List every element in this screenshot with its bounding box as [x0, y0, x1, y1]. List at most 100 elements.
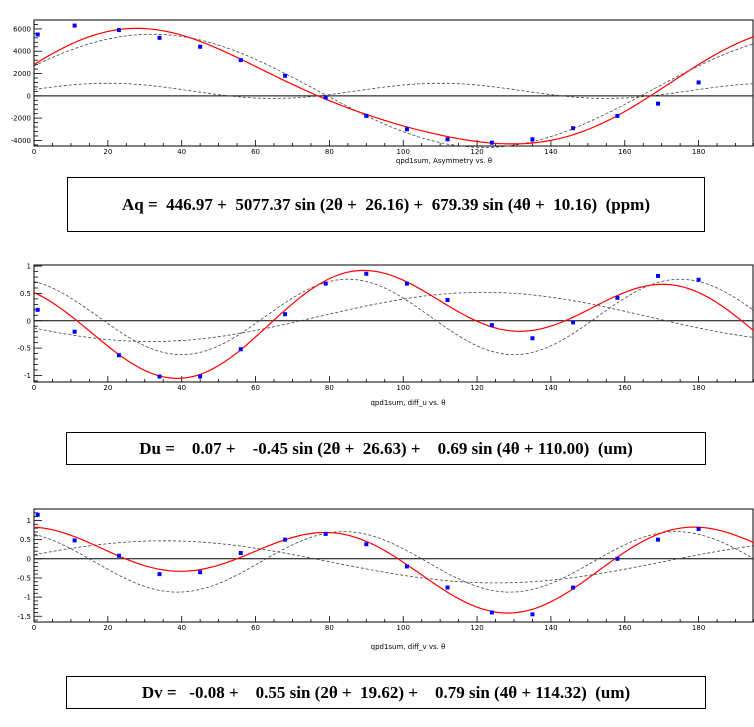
data-point [530, 612, 535, 617]
x-tick-label: 160 [618, 148, 631, 156]
plot-frame [33, 19, 754, 147]
x-axis-label-diff-u: qpd1sum, diff_u vs. θ [370, 399, 445, 407]
formula-dv: Dv = -0.08 + 0.55 sin (2θ + 19.62) + 0.7… [66, 676, 706, 709]
x-tick-label: 120 [470, 624, 483, 632]
x-tick-label: 100 [397, 148, 410, 156]
y-tick-label: 0 [27, 555, 31, 563]
x-tick-label: 20 [103, 148, 112, 156]
x-tick-label: 160 [618, 384, 631, 392]
x-tick-label: 120 [470, 148, 483, 156]
x-tick-label: 0 [32, 384, 36, 392]
x-tick-label: 180 [692, 148, 705, 156]
data-point [404, 281, 409, 286]
fit-component-4theta [33, 531, 754, 593]
y-tick-label: -2000 [11, 115, 31, 123]
y-tick-label: -0.5 [17, 574, 31, 582]
data-point [72, 538, 77, 543]
x-axis-label-diff-v: qpd1sum, diff_v vs. θ [371, 643, 446, 651]
formula-aq: Aq = 446.97 + 5077.37 sin (2θ + 26.16) +… [67, 177, 705, 232]
data-point [323, 95, 328, 100]
data-point [283, 73, 288, 78]
y-tick-label: 0.5 [20, 536, 31, 544]
x-tick-label: 60 [251, 624, 260, 632]
y-tick-label: -0.5 [17, 345, 31, 353]
data-point [323, 531, 328, 536]
data-point [364, 542, 369, 547]
fit-component-2theta [33, 291, 754, 342]
data-point [656, 537, 660, 542]
y-tick-label: 1 [27, 517, 31, 525]
data-point [364, 113, 369, 118]
asymmetry-plot: 0 20 40 60 80 100 120 140 160 180 -4000 -2000 0 2000 4… [11, 19, 754, 165]
x-axis-label-asymmetry: qpd1sum, Asymmetry vs. θ [396, 157, 492, 165]
data-point [656, 273, 660, 278]
data-point [530, 336, 535, 341]
x-tick-label: 100 [397, 384, 410, 392]
fit-curve [33, 269, 754, 380]
y-tick-label: -1 [24, 594, 31, 602]
data-point [696, 80, 701, 85]
y-tick-label: -1.5 [17, 613, 31, 621]
x-tick-label: 180 [692, 384, 705, 392]
fit-component-2theta [33, 33, 754, 148]
y-tick-label: 0.5 [20, 290, 31, 298]
data-point [489, 610, 494, 615]
x-tick-label: 0 [32, 148, 36, 156]
data-point [116, 28, 121, 33]
y-tick-label: 0 [27, 92, 31, 100]
x-tick-label: 0 [32, 624, 36, 632]
data-point [323, 281, 328, 286]
formula-du: Du = 0.07 + -0.45 sin (2θ + 26.63) + 0.6… [66, 432, 706, 465]
fit-component-4theta [33, 278, 754, 356]
data-point [656, 101, 660, 106]
data-point [696, 526, 701, 531]
x-tick-label: 80 [325, 384, 334, 392]
y-tick-label: 0 [27, 317, 31, 325]
data-point [35, 307, 40, 312]
data-point [157, 374, 162, 379]
y-tick-label: -4000 [11, 137, 31, 145]
data-point [283, 537, 288, 542]
data-point [116, 353, 121, 358]
fit-component-2theta [33, 540, 754, 584]
data-point [530, 137, 535, 142]
fit-curve [33, 27, 754, 145]
data-point [571, 126, 576, 131]
data-point [35, 512, 40, 517]
x-tick-label: 60 [251, 148, 260, 156]
diff-v-plot: 0 20 40 60 80 100 120 140 160 180-1.5-1-0.500.51 … [17, 508, 754, 651]
x-tick-label: 40 [177, 148, 186, 156]
data-point [571, 585, 576, 590]
x-tick-label: 80 [325, 148, 334, 156]
x-tick-label: 140 [544, 148, 557, 156]
x-tick-label: 100 [397, 624, 410, 632]
x-tick-label: 80 [325, 624, 334, 632]
plot-frame [33, 264, 754, 383]
fit-curve [33, 526, 754, 614]
data-point [238, 58, 243, 63]
x-tick-label: 180 [692, 624, 705, 632]
x-tick-label: 20 [103, 624, 112, 632]
data-point [445, 137, 450, 142]
x-tick-label: 60 [251, 384, 260, 392]
data-point [445, 297, 450, 302]
data-point [696, 277, 701, 282]
data-point [157, 572, 162, 577]
data-point [72, 23, 77, 28]
data-point [445, 585, 450, 590]
data-point [283, 312, 288, 317]
y-tick-label: 1 [27, 263, 31, 271]
data-point [198, 570, 203, 575]
diff-u-plot: 0 20 40 60 80 100 120 140 160 180 -1 -0.5 0 0.5 1 qpd1… [17, 263, 754, 407]
data-point [615, 556, 620, 561]
x-tick-label: 160 [618, 624, 631, 632]
data-point [238, 551, 243, 556]
plot-frame [33, 508, 754, 623]
data-point [364, 271, 369, 276]
data-point [116, 553, 121, 558]
data-point [238, 347, 243, 352]
data-point [404, 564, 409, 569]
data-point [571, 320, 576, 325]
y-tick-label: 6000 [13, 25, 31, 33]
data-point [157, 35, 162, 40]
